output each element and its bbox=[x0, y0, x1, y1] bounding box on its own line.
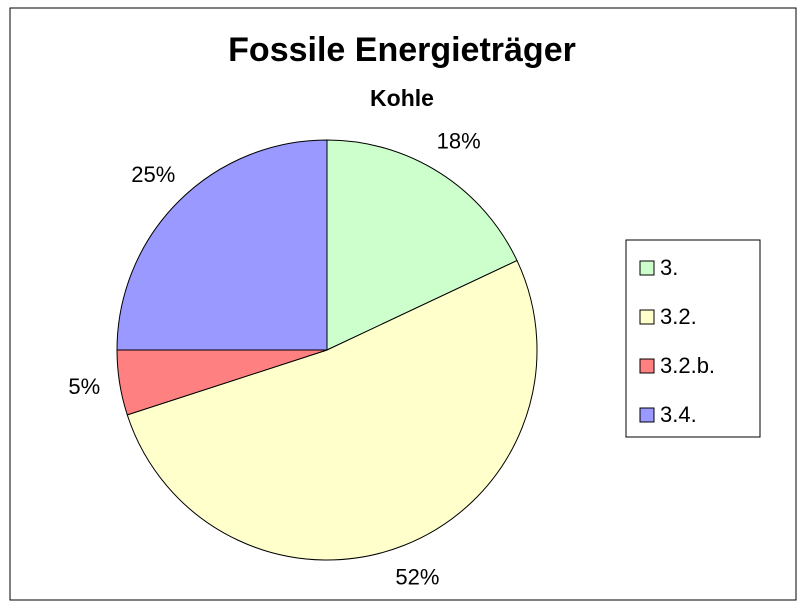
legend-label: 3.2. bbox=[660, 304, 697, 329]
pie-slice bbox=[326, 139, 518, 351]
data-label: 18% bbox=[437, 128, 481, 153]
legend-swatch bbox=[639, 309, 655, 325]
data-label: 52% bbox=[395, 564, 439, 589]
legend-label: 3. bbox=[660, 255, 678, 280]
legend-label: 3.2.b. bbox=[660, 353, 715, 378]
data-label: 5% bbox=[68, 374, 100, 399]
pie-slice bbox=[126, 259, 538, 561]
legend-swatch bbox=[639, 260, 655, 276]
legend-swatch bbox=[639, 407, 655, 423]
legend-label: 3.4. bbox=[660, 402, 697, 427]
data-label: 25% bbox=[131, 162, 175, 187]
chart-subtitle: Kohle bbox=[370, 85, 434, 111]
pie-slice bbox=[116, 139, 328, 351]
legend-swatch bbox=[639, 358, 655, 374]
chart-title: Fossile Energieträger bbox=[228, 31, 576, 69]
